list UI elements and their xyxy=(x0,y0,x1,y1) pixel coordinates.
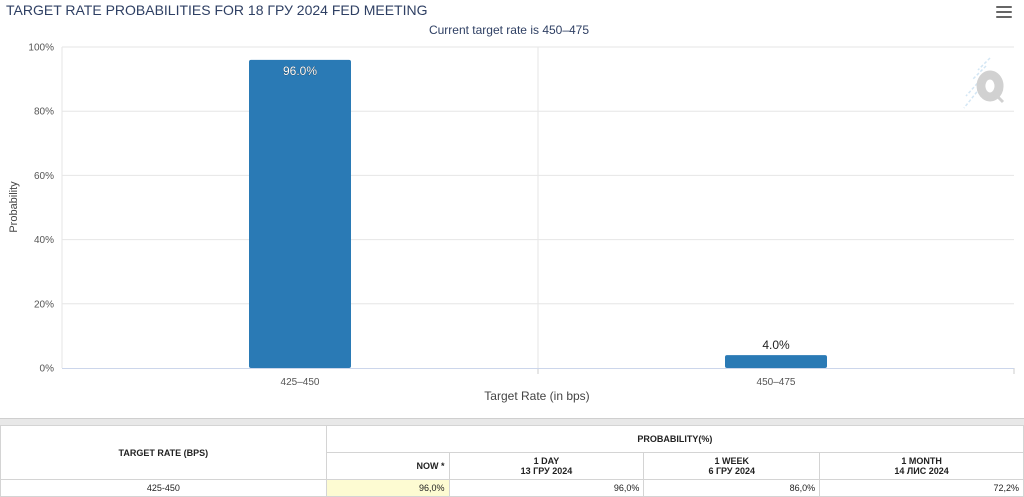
bar-425–450 xyxy=(249,59,351,369)
probability-table: TARGET RATE (BPS) PROBABILITY(%) NOW * 1… xyxy=(0,425,1024,497)
bar-450–475 xyxy=(725,355,827,368)
chart-subtitle: Current target rate is 450–475 xyxy=(429,23,589,37)
row-1-month-value: 72,2% xyxy=(819,479,1024,497)
y-tick-label: 60% xyxy=(34,171,54,182)
data-label: 4.0% xyxy=(762,338,790,352)
y-tick-label: 80% xyxy=(34,107,54,118)
probability-header: PROBABILITY(%) xyxy=(325,425,1024,453)
row-target-rate: 425-450 xyxy=(0,479,327,497)
x-axis-title: Target Rate (in bps) xyxy=(484,389,589,403)
column-header-1-day: 1 DAY 13 ГРУ 2024 xyxy=(448,452,645,480)
y-tick-label: 100% xyxy=(28,43,54,54)
x-tick-label: 450–475 xyxy=(757,377,796,388)
column-header-1-week: 1 WEEK 6 ГРУ 2024 xyxy=(643,452,821,480)
y-tick-label: 40% xyxy=(34,235,54,246)
row-now-value: 96,0% xyxy=(325,479,450,497)
y-axis-title: Probability xyxy=(8,181,20,233)
data-label: 96.0% xyxy=(283,64,317,78)
target-rate-header: TARGET RATE (BPS) xyxy=(0,425,327,480)
row-1-day-value: 96,0% xyxy=(448,479,645,497)
hamburger-menu-icon[interactable] xyxy=(996,6,1012,20)
y-tick-label: 20% xyxy=(34,299,54,310)
row-1-week-value: 86,0% xyxy=(643,479,821,497)
probability-chart: TARGET RATE PROBABILITIES FOR 18 ГРУ 202… xyxy=(6,2,1015,403)
chart-title: TARGET RATE PROBABILITIES FOR 18 ГРУ 202… xyxy=(6,2,428,18)
q-logo-icon xyxy=(963,57,1005,109)
section-divider xyxy=(0,418,1024,425)
column-header-1-month: 1 MONTH 14 ЛИС 2024 xyxy=(819,452,1024,480)
y-tick-label: 0% xyxy=(40,364,55,375)
x-tick-label: 425–450 xyxy=(281,377,320,388)
column-header-now: NOW * xyxy=(325,452,450,480)
table-row: 425-450 96,0% 96,0% 86,0% 72,2% xyxy=(0,479,1024,497)
chart-canvas: TARGET RATE PROBABILITIES FOR 18 ГРУ 202… xyxy=(6,2,1015,403)
